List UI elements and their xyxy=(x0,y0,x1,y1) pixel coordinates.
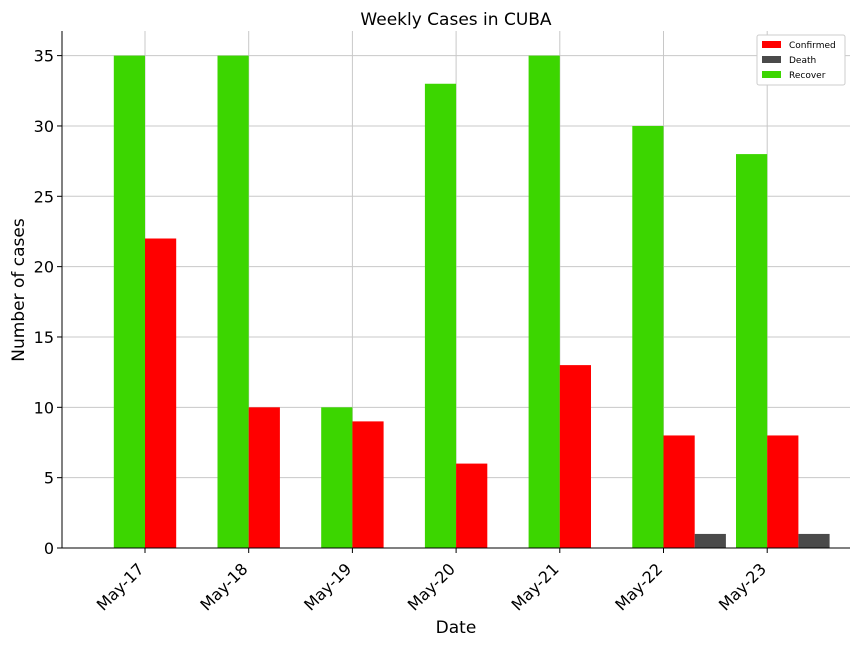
x-tick-label: May-22 xyxy=(611,559,666,614)
bar-confirmed xyxy=(663,435,695,548)
x-tick-label: May-18 xyxy=(196,559,251,614)
bar-recover xyxy=(528,55,560,548)
bar-confirmed xyxy=(248,407,280,548)
bar-confirmed xyxy=(767,435,799,548)
legend-swatch-recover xyxy=(762,71,781,78)
y-tick-label: 10 xyxy=(34,398,54,417)
bar-recover xyxy=(632,125,664,549)
y-tick-label: 0 xyxy=(44,539,54,558)
x-axis-title: Date xyxy=(436,618,477,638)
legend-swatch-death xyxy=(762,56,781,63)
y-tick-label: 25 xyxy=(34,187,54,206)
chart-title: Weekly Cases in CUBA xyxy=(360,10,552,30)
bar-confirmed xyxy=(456,463,488,548)
y-axis-title: Number of cases xyxy=(9,218,29,362)
bar-confirmed xyxy=(145,238,177,548)
bar-recover xyxy=(424,83,457,549)
y-tick-label: 20 xyxy=(34,258,54,277)
bar-confirmed xyxy=(559,365,591,548)
y-tick-label: 30 xyxy=(34,117,54,136)
bar-confirmed xyxy=(352,421,384,548)
x-tick-label: May-21 xyxy=(508,559,563,614)
x-tick-label: May-20 xyxy=(404,559,459,614)
legend-swatch-confirmed xyxy=(762,41,781,48)
y-tick-label: 15 xyxy=(34,328,54,347)
x-tick-label: May-19 xyxy=(300,559,355,614)
bar-death xyxy=(694,533,726,548)
y-tick-label: 35 xyxy=(34,47,54,66)
bars xyxy=(113,55,830,549)
legend-label-recover: Recover xyxy=(789,71,826,81)
y-tick-label: 5 xyxy=(44,469,54,488)
legend: Confirmed Death Recover xyxy=(756,34,846,86)
legend-label-confirmed: Confirmed xyxy=(789,41,836,51)
bar-recover xyxy=(113,55,145,548)
x-tick-label: May-17 xyxy=(93,559,148,614)
bar-recover xyxy=(736,154,768,548)
bar-recover xyxy=(321,407,353,548)
bar-death xyxy=(798,533,830,548)
bar-recover xyxy=(217,55,249,548)
x-tick-label: May-23 xyxy=(715,559,770,614)
legend-label-death: Death xyxy=(789,56,816,66)
